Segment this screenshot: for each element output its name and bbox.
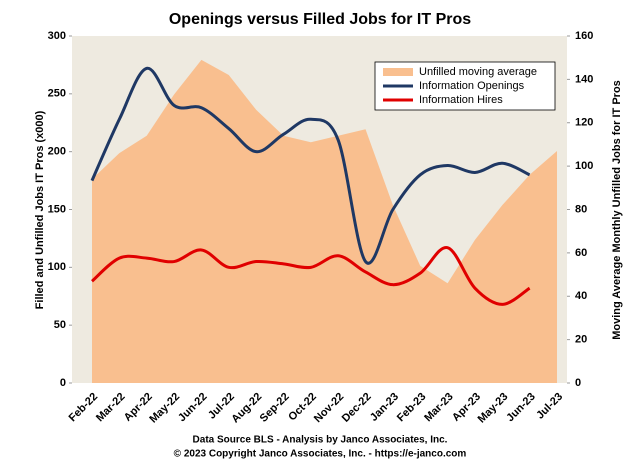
y2-tick-label: 20 xyxy=(575,334,587,346)
footer: Data Source BLS - Analysis by Janco Asso… xyxy=(193,435,448,446)
y2-tick-label: 40 xyxy=(575,290,587,302)
legend: Unfilled moving average Information Openi… xyxy=(374,61,556,111)
x-tick-label: Sep-22 xyxy=(258,391,292,425)
x-tick-label: May-23 xyxy=(476,391,511,426)
y2-tick-label: 120 xyxy=(575,117,593,129)
y-tick-label: 0 xyxy=(60,377,66,389)
x-tick-label: Mar-23 xyxy=(422,391,456,425)
x-tick-label: Jul-23 xyxy=(534,391,565,422)
x-tick-label: Nov-22 xyxy=(312,391,346,425)
y2-tick-label: 80 xyxy=(575,203,587,215)
y2-tick-label: 160 xyxy=(575,30,593,42)
legend-label: Information Openings xyxy=(419,80,525,92)
x-tick-label: Jun-23 xyxy=(504,391,538,425)
x-tick-label: Dec-22 xyxy=(340,391,374,425)
y2-tick-label: 140 xyxy=(575,73,593,85)
x-tick-label: May-22 xyxy=(147,391,182,426)
y-tick-label: 200 xyxy=(48,146,66,158)
legend-swatch xyxy=(383,68,413,76)
y2-tick-label: 100 xyxy=(575,160,593,172)
y2-tick-label: 0 xyxy=(575,377,581,389)
y-tick-label: 150 xyxy=(48,203,66,215)
y-tick-label: 100 xyxy=(48,261,66,273)
x-tick-label: Feb-23 xyxy=(395,391,429,425)
x-tick-label: Mar-22 xyxy=(94,391,128,425)
footer: © 2023 Copyright Janco Associates, Inc. … xyxy=(174,449,467,460)
y2-axis-label: Moving Average Monthly Unfilled Jobs for… xyxy=(611,80,623,340)
x-tick-label: Feb-22 xyxy=(67,391,101,425)
line xyxy=(90,66,531,265)
legend-label: Information Hires xyxy=(419,94,503,106)
x-tick-label: Jan-23 xyxy=(368,391,401,424)
y-tick-label: 300 xyxy=(48,30,66,42)
chart-title: Openings versus Filled Jobs for IT Pros xyxy=(169,11,471,28)
y-tick-label: 50 xyxy=(54,319,66,331)
area xyxy=(92,59,557,383)
x-tick-label: Aug-22 xyxy=(229,391,264,426)
legend-label: Unfilled moving average xyxy=(419,66,537,78)
y-tick-label: 250 xyxy=(48,88,66,100)
y2-tick-label: 60 xyxy=(575,247,587,259)
y-axis-label: Filled and Unfilled Jobs IT Pros (x000) xyxy=(34,110,46,309)
x-tick-label: Jun-22 xyxy=(176,391,210,425)
line xyxy=(90,246,531,306)
